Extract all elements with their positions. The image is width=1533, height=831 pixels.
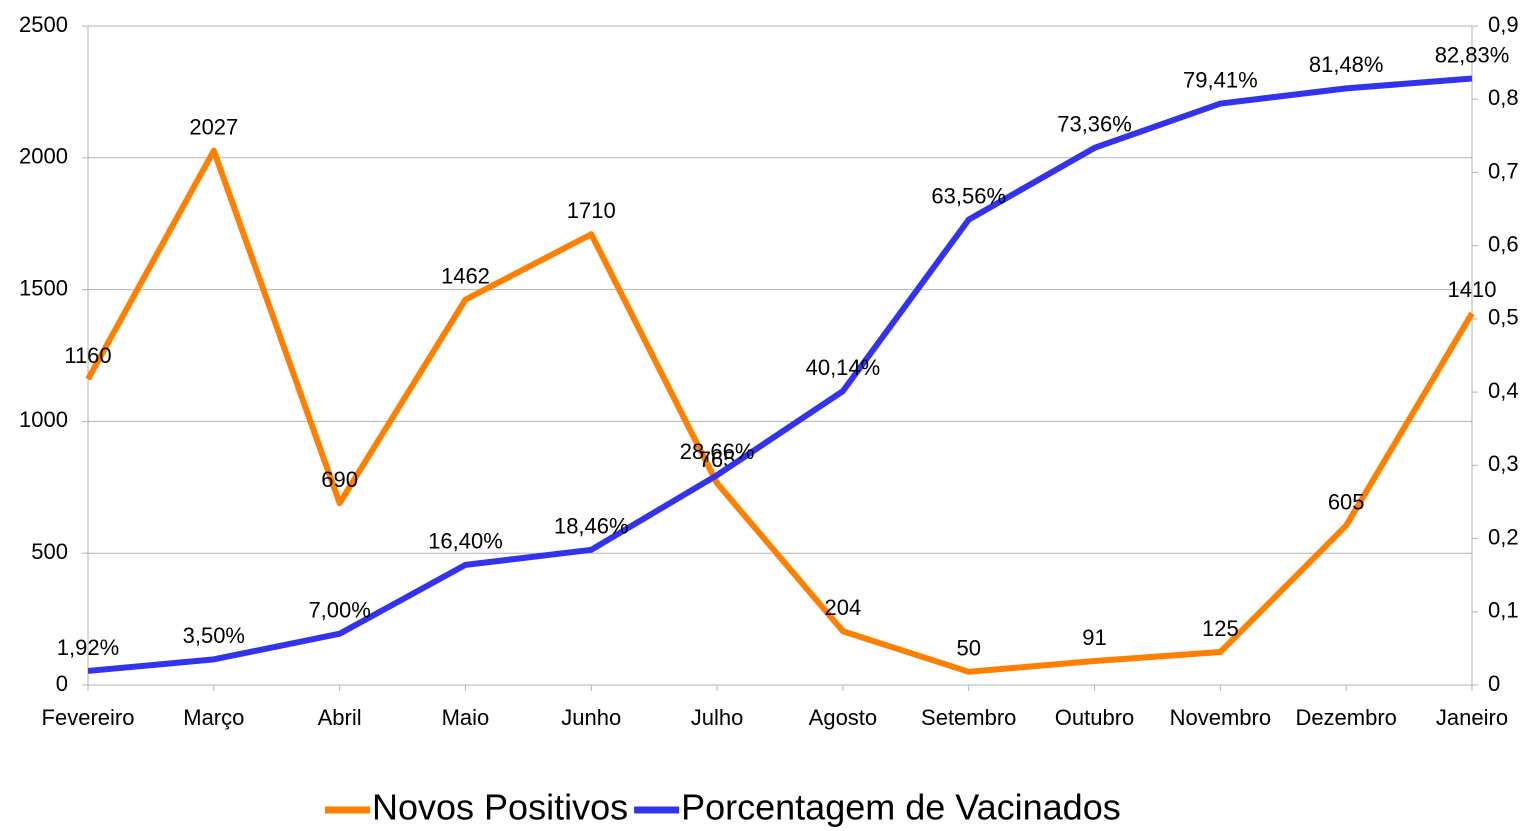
data-label: 40,14% (806, 355, 881, 380)
y-tick-label: 1000 (19, 407, 68, 432)
x-tick-label: Junho (561, 705, 621, 730)
data-label: 1710 (567, 198, 616, 223)
data-label: 1462 (441, 263, 490, 288)
y-tick-label: 2000 (19, 144, 68, 169)
data-label: 690 (321, 467, 358, 492)
y-tick-label: 2500 (19, 12, 68, 37)
x-tick-label: Agosto (809, 705, 878, 730)
legend-label: Porcentagem de Vacinados (681, 787, 1121, 828)
data-label: 79,41% (1183, 67, 1258, 92)
y2-tick-label: 0,6 (1488, 231, 1519, 256)
data-label: 1160 (64, 343, 111, 368)
y2-tick-label: 0,3 (1488, 451, 1519, 476)
y2-tick-label: 0,7 (1488, 158, 1519, 183)
data-label: 3,50% (183, 623, 245, 648)
data-label: 2027 (189, 114, 238, 139)
x-tick-label: Abril (318, 705, 362, 730)
data-label: 82,83% (1435, 42, 1510, 67)
x-tick-label: Maio (442, 705, 490, 730)
data-label: 7,00% (308, 598, 370, 623)
x-tick-label: Setembro (921, 705, 1016, 730)
data-label: 50 (956, 636, 980, 661)
y2-tick-label: 0 (1488, 671, 1500, 696)
data-label: 16,40% (428, 529, 503, 554)
y2-tick-label: 0,8 (1488, 85, 1519, 110)
x-tick-label: Outubro (1055, 705, 1135, 730)
data-label: 125 (1202, 616, 1239, 641)
data-label: 1,92% (57, 635, 119, 660)
data-label: 18,46% (554, 514, 629, 539)
x-tick-label: Fevereiro (42, 705, 135, 730)
data-label: 1410 (1448, 277, 1497, 302)
data-label: 81,48% (1309, 52, 1384, 77)
y-tick-label: 500 (31, 539, 68, 564)
y2-tick-label: 0,1 (1488, 598, 1519, 623)
y-tick-label: 0 (56, 671, 68, 696)
data-label: 204 (825, 595, 862, 620)
series-line (87, 75, 1473, 674)
x-tick-label: Dezembro (1295, 705, 1396, 730)
y2-tick-label: 0,9 (1488, 12, 1519, 37)
data-label: 73,36% (1057, 112, 1132, 137)
series-line (85, 147, 1475, 675)
data-label: 605 (1328, 489, 1365, 514)
legend-label: Novos Positivos (372, 787, 628, 828)
data-label: 63,56% (931, 183, 1006, 208)
x-tick-label: Novembro (1170, 705, 1271, 730)
x-tick-label: Janeiro (1436, 705, 1508, 730)
y2-tick-label: 0,5 (1488, 305, 1519, 330)
x-tick-label: Março (183, 705, 244, 730)
y-tick-label: 1500 (19, 275, 68, 300)
y2-tick-label: 0,4 (1488, 378, 1519, 403)
x-tick-label: Julho (691, 705, 744, 730)
data-label: 91 (1082, 625, 1106, 650)
data-label: 28,66% (680, 439, 755, 464)
y2-tick-label: 0,2 (1488, 524, 1519, 549)
